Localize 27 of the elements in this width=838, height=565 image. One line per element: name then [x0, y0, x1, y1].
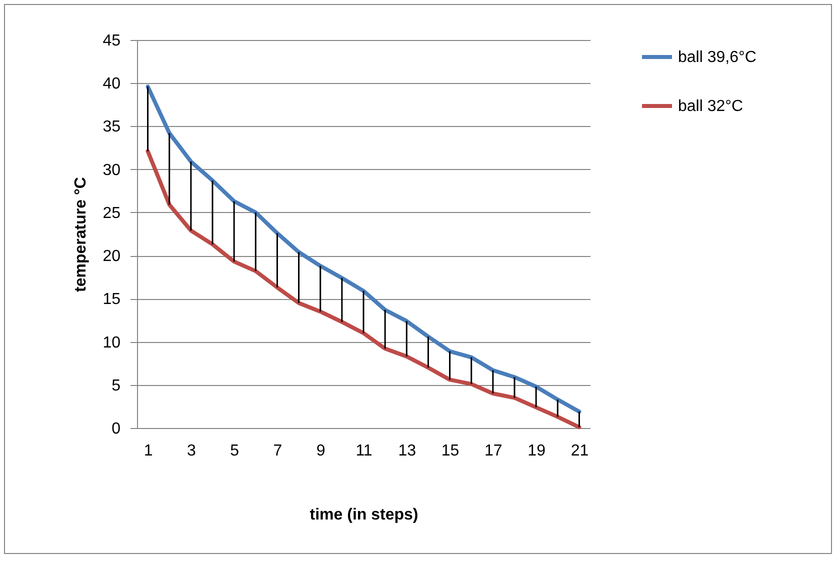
x-tick-label: 7 — [273, 442, 282, 460]
x-tick-label: 13 — [398, 442, 416, 460]
y-tick-label: 5 — [112, 377, 121, 394]
x-tick-label: 11 — [356, 442, 372, 460]
legend-label: ball 39,6°C — [678, 49, 756, 66]
y-tick-label: 15 — [102, 291, 121, 308]
x-tick-label: 21 — [570, 442, 589, 460]
y-tick-label: 45 — [102, 32, 121, 50]
x-tick-label: 17 — [484, 442, 502, 460]
x-tick-label: 1 — [144, 442, 153, 460]
line-series — [146, 149, 582, 430]
line-series — [146, 84, 582, 414]
legend-label: ball 32°C — [678, 98, 744, 115]
x-tick-label: 3 — [186, 442, 196, 460]
y-tick-label: 20 — [102, 248, 121, 266]
x-tick-label: 19 — [528, 442, 546, 460]
x-axis-title: time (in steps) — [310, 506, 418, 524]
y-axis-title: temperature °C — [72, 176, 90, 292]
y-tick-label: 40 — [102, 76, 121, 93]
x-tick-label: 5 — [230, 442, 240, 460]
y-tick-label: 35 — [102, 118, 121, 136]
y-tick-label: 25 — [102, 204, 121, 222]
y-tick-label: 10 — [102, 334, 121, 352]
x-tick-label: 15 — [441, 442, 460, 460]
x-tick-label: 9 — [316, 442, 326, 460]
y-tick-label: 0 — [112, 420, 121, 438]
y-tick-label: 30 — [102, 162, 121, 179]
